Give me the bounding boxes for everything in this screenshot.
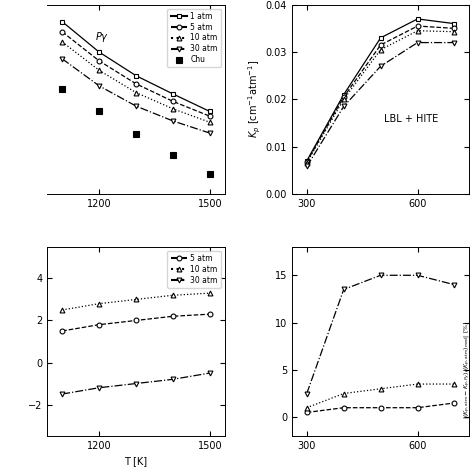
Y-axis label: $K_p$ [cm$^{-1}$atm$^{-1}$]: $K_p$ [cm$^{-1}$atm$^{-1}$]	[246, 60, 263, 138]
Legend: 1 atm, 5 atm, 10 atm, 30 atm, Chu: 1 atm, 5 atm, 10 atm, 30 atm, Chu	[167, 9, 221, 67]
Text: LBL + HITE: LBL + HITE	[384, 114, 438, 124]
Text: $|(K_{p,\mathrm{atm}} - K_{p,P\gamma})/(K_{p,\mathrm{atm}})_{\mathrm{med}}|$ [%]: $|(K_{p,\mathrm{atm}} - K_{p,P\gamma})/(…	[462, 320, 472, 419]
Legend: 5 atm, 10 atm, 30 atm: 5 atm, 10 atm, 30 atm	[167, 251, 221, 288]
Text: $P\gamma$: $P\gamma$	[95, 30, 109, 44]
X-axis label: T [K]: T [K]	[125, 456, 147, 466]
